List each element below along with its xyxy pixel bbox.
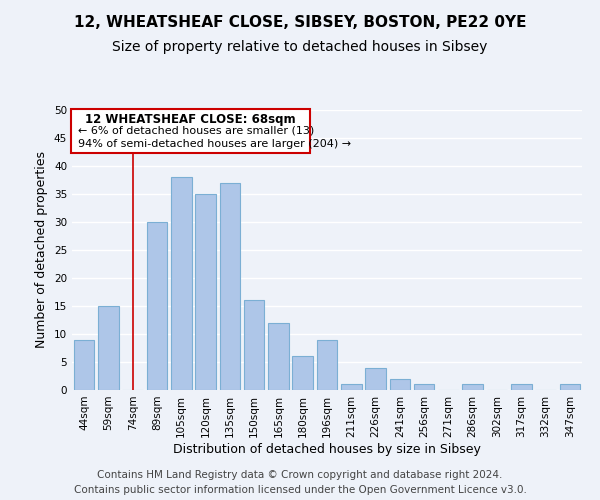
Bar xyxy=(560,384,580,390)
Bar xyxy=(463,384,483,390)
Bar xyxy=(195,194,216,390)
Text: 12, WHEATSHEAF CLOSE, SIBSEY, BOSTON, PE22 0YE: 12, WHEATSHEAF CLOSE, SIBSEY, BOSTON, PE… xyxy=(74,15,526,30)
Bar xyxy=(292,356,313,390)
Text: ← 6% of detached houses are smaller (13): ← 6% of detached houses are smaller (13) xyxy=(79,126,314,136)
Bar xyxy=(171,177,191,390)
Text: Contains public sector information licensed under the Open Government Licence v3: Contains public sector information licen… xyxy=(74,485,526,495)
Bar xyxy=(511,384,532,390)
Text: 12 WHEATSHEAF CLOSE: 68sqm: 12 WHEATSHEAF CLOSE: 68sqm xyxy=(85,113,296,126)
Y-axis label: Number of detached properties: Number of detached properties xyxy=(35,152,49,348)
Text: 94% of semi-detached houses are larger (204) →: 94% of semi-detached houses are larger (… xyxy=(79,140,352,149)
Bar xyxy=(220,183,240,390)
Bar xyxy=(389,379,410,390)
Bar xyxy=(74,340,94,390)
Bar xyxy=(365,368,386,390)
FancyBboxPatch shape xyxy=(71,108,310,154)
X-axis label: Distribution of detached houses by size in Sibsey: Distribution of detached houses by size … xyxy=(173,442,481,456)
Text: Size of property relative to detached houses in Sibsey: Size of property relative to detached ho… xyxy=(112,40,488,54)
Text: Contains HM Land Registry data © Crown copyright and database right 2024.: Contains HM Land Registry data © Crown c… xyxy=(97,470,503,480)
Bar xyxy=(146,222,167,390)
Bar xyxy=(341,384,362,390)
Bar xyxy=(317,340,337,390)
Bar xyxy=(268,323,289,390)
Bar xyxy=(414,384,434,390)
Bar xyxy=(98,306,119,390)
Bar xyxy=(244,300,265,390)
